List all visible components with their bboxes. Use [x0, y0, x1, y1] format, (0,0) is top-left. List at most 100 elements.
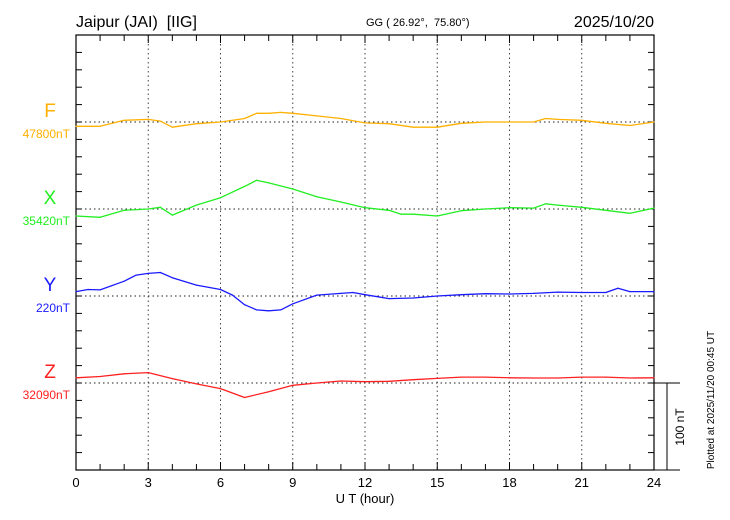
- data-point-z: [268, 391, 270, 393]
- data-point-x: [412, 213, 414, 215]
- data-point-f: [629, 124, 631, 127]
- data-point-z: [171, 378, 173, 380]
- plotted-note: Plotted at 2025/11/20 00:45 UT: [706, 331, 717, 469]
- data-point-z: [605, 376, 607, 378]
- series-name-y: Y: [44, 275, 57, 296]
- data-point-y: [147, 272, 149, 274]
- data-point-x: [171, 214, 173, 216]
- series-labels: F 47800nT X 35420nT Y 220nT Z 32090nT: [23, 101, 71, 402]
- baseline-label-z: 32090nT: [23, 388, 71, 402]
- data-point-y: [316, 294, 318, 296]
- data-point-f: [460, 122, 462, 124]
- scale-bar-label: 100 nT: [673, 408, 687, 446]
- data-point-y: [412, 297, 414, 299]
- data-point-z: [484, 376, 487, 378]
- data-point-y: [436, 295, 438, 297]
- data-point-x: [460, 210, 462, 212]
- data-point-y: [629, 291, 631, 293]
- data-point-z: [557, 377, 559, 379]
- series-name-z: Z: [44, 362, 56, 383]
- data-point-y: [364, 294, 366, 296]
- data-point-y: [605, 291, 607, 294]
- x-tick-label: 0: [72, 475, 79, 490]
- series-name-f: F: [44, 101, 56, 122]
- data-point-x: [388, 209, 390, 211]
- x-tick-label: 21: [575, 475, 589, 490]
- data-point-y: [532, 292, 535, 294]
- data-point-x: [653, 207, 655, 209]
- data-point-z: [292, 384, 294, 386]
- data-point-f: [388, 123, 390, 125]
- data-point-z: [388, 380, 390, 382]
- data-point-z: [99, 375, 101, 378]
- data-point-f: [532, 121, 535, 123]
- chart-title: Jaipur (JAI) [IIG]: [76, 14, 197, 31]
- data-point-x: [219, 197, 222, 199]
- data-point-y: [243, 304, 246, 306]
- data-point-y: [135, 274, 137, 276]
- series-line-z: [75, 371, 655, 399]
- data-point-z: [581, 376, 583, 378]
- data-point-y: [508, 293, 511, 295]
- data-point-y: [87, 288, 89, 291]
- data-point-x: [532, 207, 535, 209]
- data-point-f: [316, 115, 318, 117]
- data-point-z: [340, 380, 342, 382]
- data-point-y: [617, 287, 619, 289]
- data-point-f: [256, 112, 258, 114]
- data-point-z: [123, 373, 125, 375]
- data-point-z: [653, 377, 655, 379]
- baseline-label-y: 220nT: [36, 301, 71, 315]
- data-point-f: [123, 119, 125, 121]
- data-point-y: [256, 309, 258, 311]
- data-point-f: [484, 121, 487, 123]
- data-point-f: [412, 126, 414, 128]
- data-point-x: [268, 182, 270, 184]
- series-group: [75, 111, 655, 399]
- data-point-f: [653, 121, 655, 123]
- data-point-y: [352, 291, 354, 294]
- data-point-f: [75, 125, 77, 127]
- x-tick-label: 18: [502, 475, 516, 490]
- data-point-x: [605, 209, 607, 211]
- data-point-f: [195, 123, 198, 125]
- x-tick-label: 12: [358, 475, 372, 490]
- data-point-x: [316, 196, 318, 198]
- data-point-y: [99, 289, 101, 291]
- data-point-f: [219, 121, 222, 123]
- data-point-f: [147, 118, 149, 120]
- data-point-y: [581, 291, 583, 294]
- data-point-x: [484, 208, 487, 210]
- data-point-f: [171, 126, 173, 128]
- data-point-f: [268, 112, 270, 114]
- data-point-z: [75, 377, 77, 379]
- x-tick-label: 24: [647, 475, 661, 490]
- data-point-z: [412, 379, 414, 381]
- data-point-y: [340, 292, 342, 294]
- x-tick-label: 3: [145, 475, 152, 490]
- data-point-z: [147, 371, 149, 374]
- data-point-f: [581, 119, 583, 121]
- data-point-z: [316, 382, 318, 384]
- data-point-x: [99, 216, 101, 218]
- data-point-x: [400, 213, 402, 215]
- data-point-f: [545, 117, 547, 120]
- data-point-y: [231, 294, 234, 296]
- x-axis-label: U T (hour): [336, 491, 395, 506]
- data-point-x: [75, 215, 77, 217]
- series-name-x: X: [44, 188, 57, 209]
- chart-date: 2025/10/20: [574, 14, 654, 31]
- data-point-f: [605, 122, 607, 124]
- data-point-z: [532, 377, 535, 379]
- axes: 0 3 6 9 12 15 18 21 24: [72, 34, 661, 490]
- data-point-z: [629, 377, 631, 379]
- data-point-x: [364, 207, 366, 209]
- data-point-y: [171, 277, 173, 279]
- x-tick-label: 6: [217, 475, 224, 490]
- data-point-z: [508, 377, 511, 379]
- data-point-f: [557, 118, 559, 120]
- baseline-label-f: 47800nT: [23, 127, 71, 141]
- data-point-y: [653, 291, 655, 293]
- data-point-f: [99, 125, 101, 127]
